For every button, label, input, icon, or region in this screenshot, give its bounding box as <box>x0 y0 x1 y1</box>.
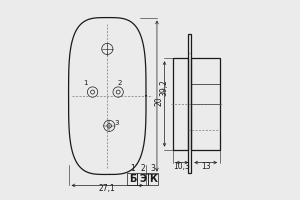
Bar <box>137 173 148 185</box>
Text: 20: 20 <box>154 96 164 106</box>
Text: 27,1: 27,1 <box>99 184 116 193</box>
Text: 13: 13 <box>201 162 211 171</box>
Text: 1: 1 <box>130 164 135 173</box>
Text: К: К <box>149 174 157 184</box>
Bar <box>148 173 158 185</box>
Text: Б: Б <box>129 174 136 184</box>
Text: 2: 2 <box>140 164 145 173</box>
Bar <box>127 173 137 185</box>
Text: 39,2: 39,2 <box>159 79 168 96</box>
Text: Э: Э <box>139 174 146 184</box>
Text: 3: 3 <box>114 120 118 126</box>
Text: 2: 2 <box>118 80 122 86</box>
Text: 1: 1 <box>83 80 87 86</box>
Bar <box>173 58 188 150</box>
Text: 3: 3 <box>151 164 155 173</box>
Bar <box>188 34 191 173</box>
Bar <box>191 58 220 150</box>
Text: 10,3: 10,3 <box>174 162 190 171</box>
